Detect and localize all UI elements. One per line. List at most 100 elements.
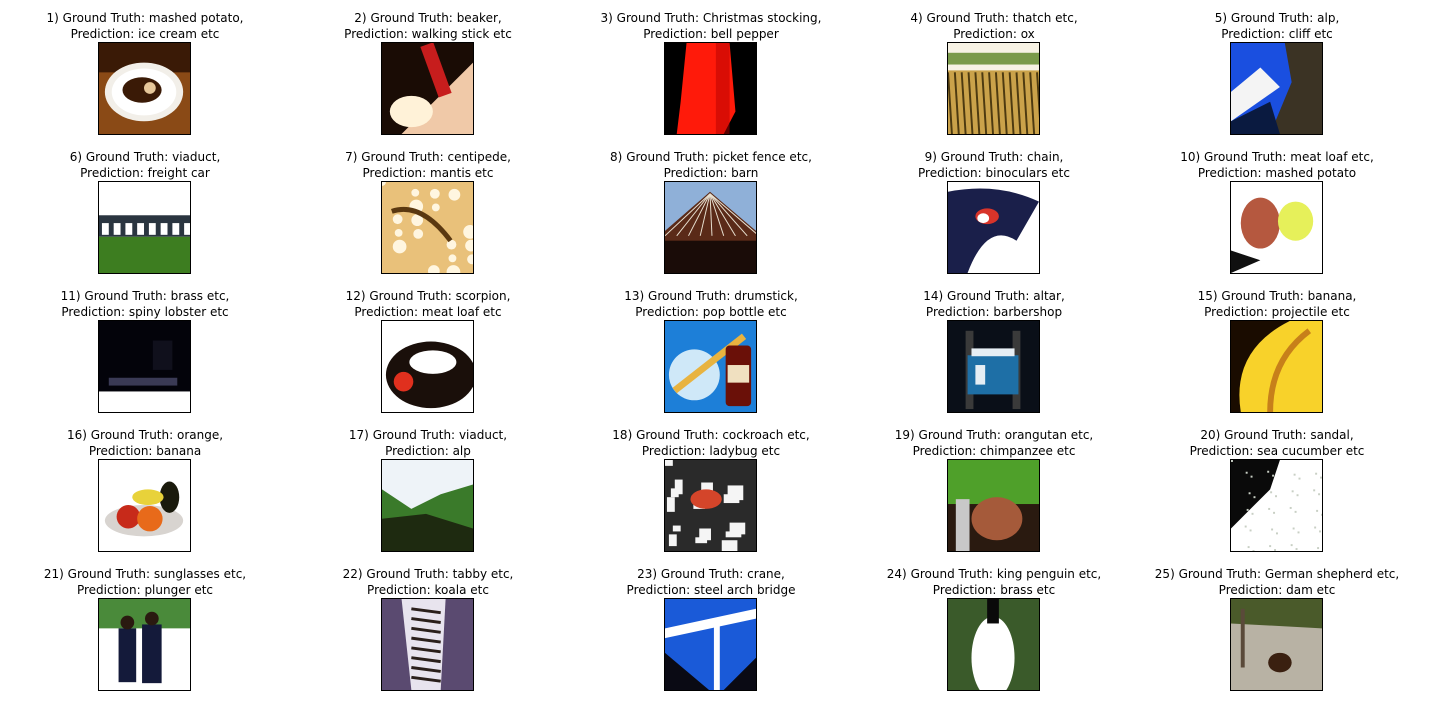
thumbnail-image [664,320,757,413]
ground-truth-label: Christmas stocking, [702,11,822,25]
panel-title: 1) Ground Truth: mashed potato, Predicti… [5,10,285,42]
title-line-ground-truth: 25) Ground Truth: German shepherd etc, [1154,567,1400,581]
thumbnail-graphic [665,460,756,551]
prediction-label: spiny lobster etc [128,305,229,319]
title-line-prediction: Prediction: projectile etc [1204,305,1350,319]
title-line-prediction: Prediction: steel arch bridge [626,583,796,597]
title-line-prediction: Prediction: ox [953,27,1035,41]
panel-3: 3) Ground Truth: Christmas stocking, Pre… [571,0,851,139]
thumbnail-image [1230,459,1323,552]
panel-title: 12) Ground Truth: scorpion, Prediction: … [288,288,568,320]
panel-24: 24) Ground Truth: king penguin etc, Pred… [854,556,1134,695]
title-line-ground-truth: 17) Ground Truth: viaduct, [348,428,508,442]
panel-17: 17) Ground Truth: viaduct, Prediction: a… [288,417,568,556]
thumbnail-graphic [99,321,190,412]
title-line-prediction: Prediction: ice cream etc [70,27,220,41]
prediction-label: chimpanzee etc [980,444,1076,458]
thumbnail-image [381,320,474,413]
prediction-label: projectile etc [1271,305,1350,319]
thumbnail-image [947,459,1040,552]
title-line-prediction: Prediction: banana [88,444,202,458]
thumbnail-graphic [1231,460,1322,551]
panel-title: 14) Ground Truth: altar, Prediction: bar… [854,288,1134,320]
ground-truth-label: orangutan etc, [1004,428,1094,442]
title-line-ground-truth: 23) Ground Truth: crane, [637,567,785,581]
thumbnail-image [381,598,474,691]
thumbnail-graphic [665,43,756,134]
thumbnail-graphic [99,599,190,690]
panel-15: 15) Ground Truth: banana, Prediction: pr… [1137,278,1417,417]
panel-19: 19) Ground Truth: orangutan etc, Predict… [854,417,1134,556]
thumbnail-graphic [1231,321,1322,412]
thumbnail-graphic [948,43,1039,134]
panel-18: 18) Ground Truth: cockroach etc, Predict… [571,417,851,556]
ground-truth-label: chain, [1027,150,1064,164]
thumbnail-image [1230,181,1323,274]
thumbnail-graphic [1231,182,1322,273]
prediction-label: mantis etc [430,166,494,180]
panel-8: 8) Ground Truth: picket fence etc, Predi… [571,139,851,278]
title-line-prediction: Prediction: ladybug etc [641,444,781,458]
thumbnail-image [664,598,757,691]
prediction-label: steel arch bridge [694,583,796,597]
title-line-ground-truth: 15) Ground Truth: banana, [1197,289,1357,303]
thumbnail-graphic [382,321,473,412]
thumbnail-image [664,42,757,135]
thumbnail-graphic [1231,43,1322,134]
panel-title: 18) Ground Truth: cockroach etc, Predict… [571,427,851,459]
prediction-label: plunger etc [144,583,214,597]
thumbnail-graphic [665,182,756,273]
prediction-label: pop bottle etc [702,305,787,319]
thumbnail-graphic [665,321,756,412]
title-line-ground-truth: 24) Ground Truth: king penguin etc, [886,567,1102,581]
thumbnail-graphic [99,182,190,273]
title-line-prediction: Prediction: brass etc [932,583,1056,597]
prediction-label: ladybug etc [709,444,781,458]
title-line-prediction: Prediction: pop bottle etc [635,305,787,319]
title-line-prediction: Prediction: plunger etc [76,583,214,597]
thumbnail-image [1230,320,1323,413]
prediction-label: ice cream etc [138,27,220,41]
ground-truth-label: sunglasses etc, [153,567,247,581]
thumbnail-graphic [99,460,190,551]
prediction-label: sea cucumber etc [1257,444,1365,458]
panel-title: 16) Ground Truth: orange, Prediction: ba… [5,427,285,459]
title-line-prediction: Prediction: cliff etc [1221,27,1333,41]
panel-title: 11) Ground Truth: brass etc, Prediction:… [5,288,285,320]
panel-title: 6) Ground Truth: viaduct, Prediction: fr… [5,149,285,181]
panel-title: 24) Ground Truth: king penguin etc, Pred… [854,566,1134,598]
panel-13: 13) Ground Truth: drumstick, Prediction:… [571,278,851,417]
title-line-ground-truth: 5) Ground Truth: alp, [1214,11,1340,25]
title-line-prediction: Prediction: alp [385,444,471,458]
thumbnail-graphic [948,182,1039,273]
ground-truth-label: scorpion, [455,289,511,303]
thumbnail-image [381,42,474,135]
thumbnail-image [98,459,191,552]
panel-title: 23) Ground Truth: crane, Prediction: ste… [571,566,851,598]
prediction-label: meat loaf etc [421,305,502,319]
thumbnail-image [664,459,757,552]
ground-truth-label: meat loaf etc, [1290,150,1374,164]
ground-truth-label: picket fence etc, [712,150,812,164]
prediction-label: freight car [147,166,210,180]
panel-11: 11) Ground Truth: brass etc, Prediction:… [5,278,285,417]
ground-truth-label: thatch etc, [1012,11,1078,25]
title-line-ground-truth: 4) Ground Truth: thatch etc, [910,11,1078,25]
panel-title: 7) Ground Truth: centipede, Prediction: … [288,149,568,181]
panel-9: 9) Ground Truth: chain, Prediction: bino… [854,139,1134,278]
panel-title: 4) Ground Truth: thatch etc, Prediction:… [854,10,1134,42]
ground-truth-label: sandal, [1310,428,1354,442]
title-line-ground-truth: 8) Ground Truth: picket fence etc, [610,150,812,164]
ground-truth-label: viaduct, [458,428,508,442]
panel-title: 2) Ground Truth: beaker, Prediction: wal… [288,10,568,42]
ground-truth-label: alp, [1317,11,1340,25]
title-line-prediction: Prediction: binoculars etc [918,166,1070,180]
panel-7: 7) Ground Truth: centipede, Prediction: … [288,139,568,278]
title-line-ground-truth: 13) Ground Truth: drumstick, [624,289,798,303]
panel-title: 17) Ground Truth: viaduct, Prediction: a… [288,427,568,459]
ground-truth-label: viaduct, [172,150,221,164]
thumbnail-image [947,42,1040,135]
panel-title: 19) Ground Truth: orangutan etc, Predict… [854,427,1134,459]
thumbnail-graphic [665,599,756,690]
